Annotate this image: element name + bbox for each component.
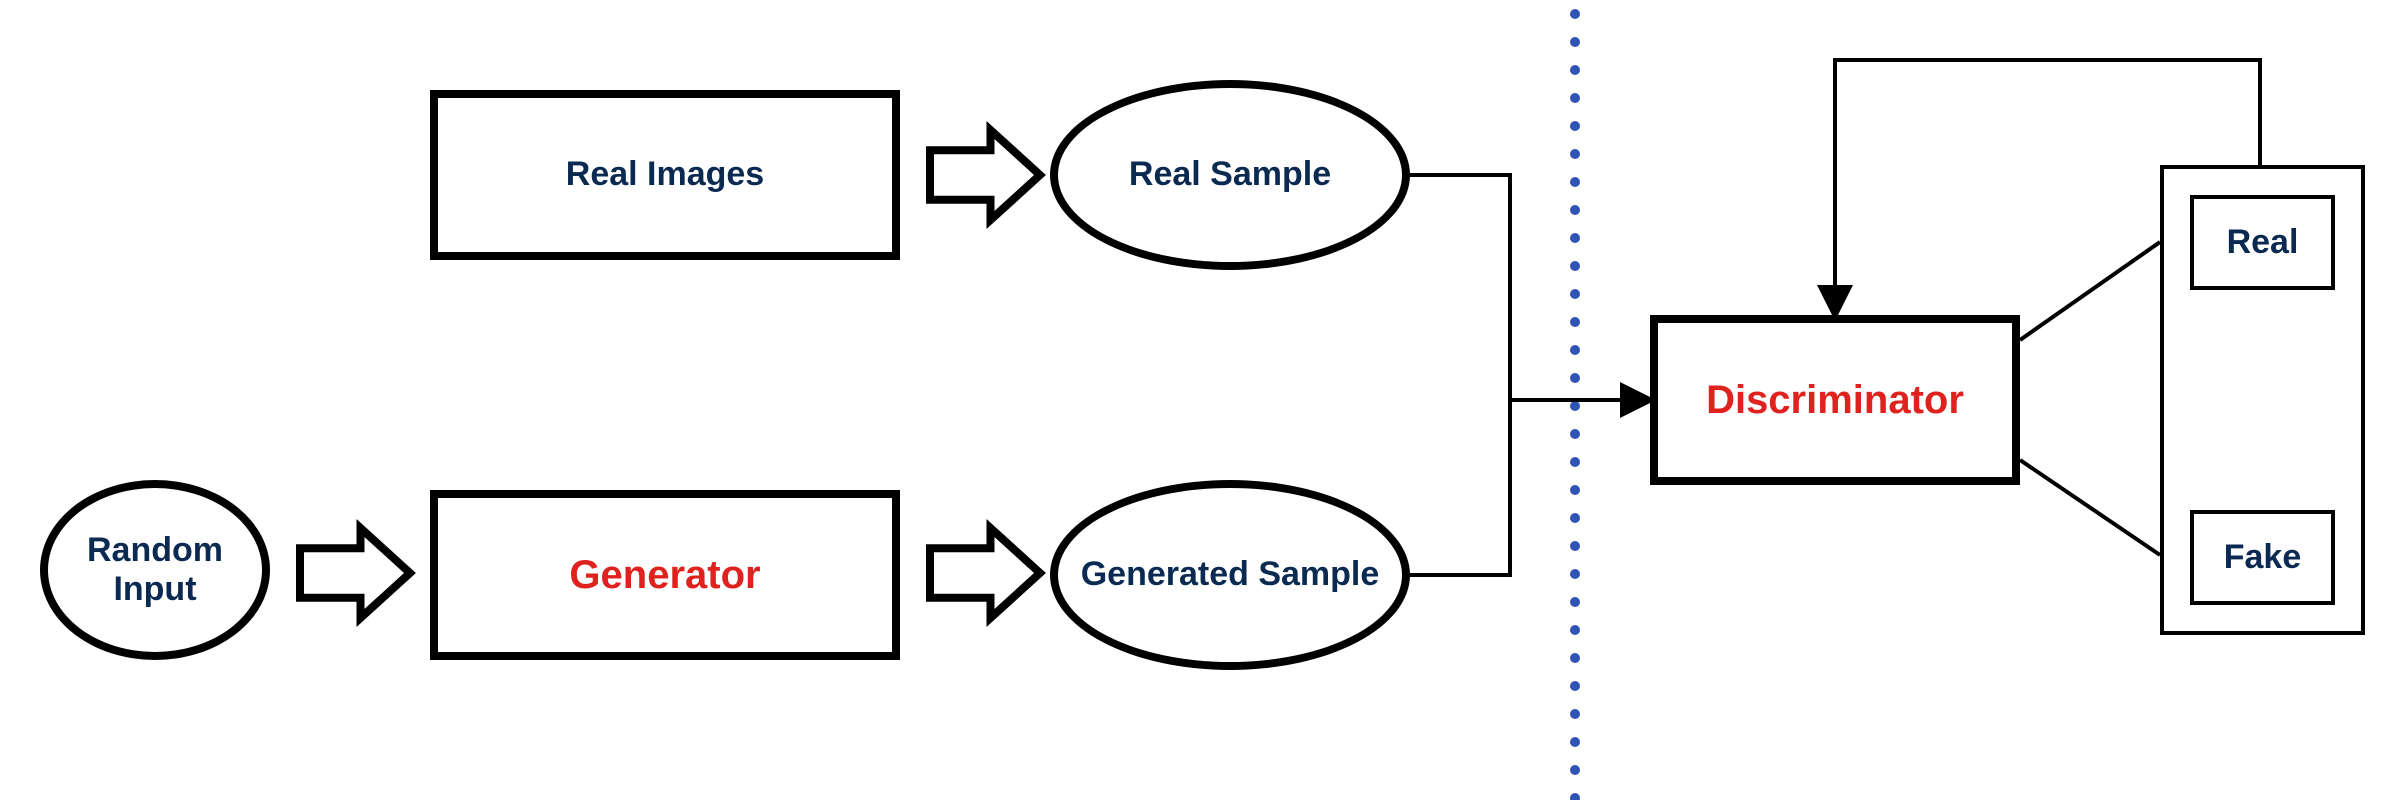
real-sample-node: Real Sample [1050, 80, 1410, 270]
real-images-node: Real Images [430, 90, 900, 260]
generator-label: Generator [569, 552, 760, 598]
random-input-label: Random Input [87, 531, 223, 609]
fake-output-node: Fake [2190, 510, 2335, 605]
gan-diagram: Random Input Real Images Generator Real … [0, 0, 2405, 800]
random-input-node: Random Input [40, 480, 270, 660]
generator-node: Generator [430, 490, 900, 660]
real-sample-label: Real Sample [1129, 155, 1331, 194]
discriminator-node: Discriminator [1650, 315, 2020, 485]
fake-output-label: Fake [2224, 538, 2302, 577]
real-images-label: Real Images [566, 155, 764, 194]
generated-sample-node: Generated Sample [1050, 480, 1410, 670]
real-output-label: Real [2227, 223, 2299, 262]
generated-sample-label: Generated Sample [1081, 555, 1380, 594]
real-output-node: Real [2190, 195, 2335, 290]
discriminator-label: Discriminator [1706, 377, 1964, 423]
